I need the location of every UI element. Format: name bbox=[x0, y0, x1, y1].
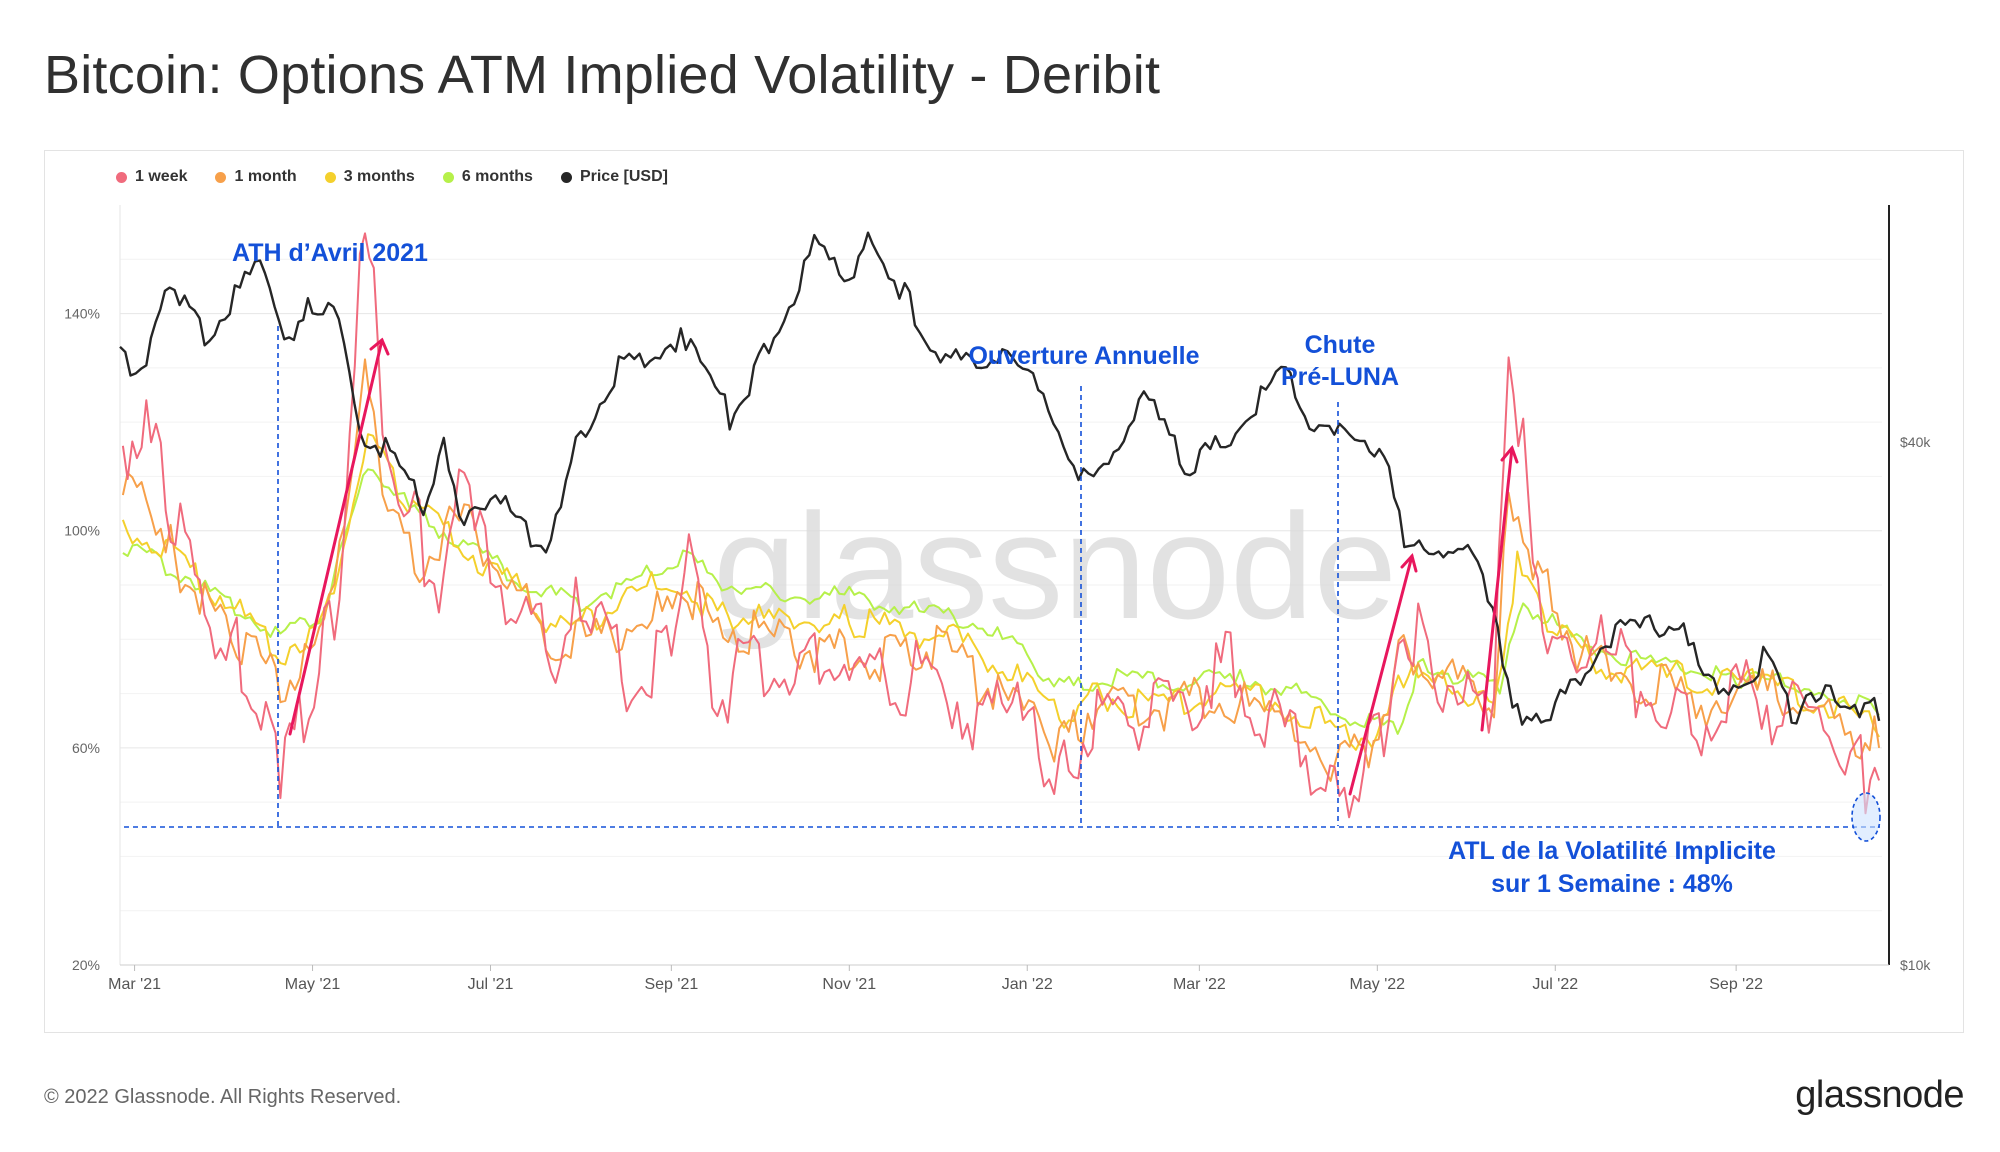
x-tick-label: Jul '21 bbox=[468, 976, 514, 993]
x-axis: Mar '21 May '21 Jul '21 Sep '21 Nov '21 Jan '… bbox=[108, 965, 1763, 993]
x-tick-label: Mar '21 bbox=[108, 976, 161, 993]
legend-item-1-month[interactable]: 1 month bbox=[215, 168, 297, 186]
grid-lines bbox=[119, 205, 1890, 966]
legend-label: 6 months bbox=[461, 168, 533, 185]
brand-logo[interactable]: glassnode bbox=[1795, 1074, 1964, 1116]
series-line-price-usd- bbox=[119, 231, 1881, 726]
legend-label: 1 month bbox=[234, 168, 297, 185]
legend-item-price[interactable]: Price [USD] bbox=[560, 168, 668, 186]
legend-label: 3 months bbox=[343, 168, 415, 185]
y-tick-label: 140% bbox=[64, 306, 100, 322]
arrow-1-head bbox=[369, 337, 390, 356]
series-lines bbox=[119, 231, 1881, 819]
x-tick-label: Nov '21 bbox=[822, 976, 876, 993]
legend-item-3-months[interactable]: 3 months bbox=[324, 168, 415, 186]
annotation-atl-2: sur 1 Semaine : 48% bbox=[1491, 870, 1733, 898]
legend-item-1-week[interactable]: 1 week bbox=[116, 168, 187, 186]
chart-legend: 1 week 1 month 3 months 6 months Price [… bbox=[116, 168, 668, 186]
y-right-tick-label: $10k bbox=[1900, 957, 1931, 973]
legend-label: 1 week bbox=[135, 168, 188, 185]
arrow-3-head bbox=[1500, 445, 1519, 464]
x-tick-label: May '21 bbox=[285, 976, 341, 993]
page-title: Bitcoin: Options ATM Implied Volatility … bbox=[44, 45, 1161, 105]
legend-label: Price [USD] bbox=[579, 168, 668, 185]
legend-dot-icon bbox=[116, 171, 127, 183]
atl-highlight-circle bbox=[1851, 792, 1881, 842]
arrow-1 bbox=[288, 338, 384, 736]
x-tick-label: Jul '22 bbox=[1532, 976, 1578, 993]
annotation-yearly-open: Ouverture Annuelle bbox=[968, 342, 1199, 370]
arrow-2-head bbox=[1400, 552, 1418, 573]
y-tick-label: 20% bbox=[72, 957, 100, 973]
y-tick-label: 60% bbox=[72, 740, 100, 756]
arrows bbox=[288, 337, 1519, 796]
x-tick-label: Sep '22 bbox=[1709, 976, 1763, 993]
legend-dot-icon bbox=[324, 171, 336, 183]
annotations: ATH d’Avril 2021 Ouverture Annuelle Chut… bbox=[124, 239, 1881, 898]
x-tick-label: Jan '22 bbox=[1002, 976, 1053, 993]
x-tick-label: May '22 bbox=[1350, 976, 1406, 993]
copyright-footer: © 2022 Glassnode. All Rights Reserved. bbox=[44, 1086, 402, 1108]
x-tick-label: Mar '22 bbox=[1173, 976, 1226, 993]
legend-item-6-months[interactable]: 6 months bbox=[442, 168, 533, 186]
y-axis-right: $10k $40k bbox=[1900, 434, 1931, 973]
y-axis-left: 20% 60% 100% 140% bbox=[64, 306, 100, 973]
annotation-atl-1: ATL de la Volatilité Implicite bbox=[1448, 837, 1776, 865]
annotation-ath: ATH d’Avril 2021 bbox=[232, 239, 428, 267]
arrow-3 bbox=[1480, 446, 1514, 732]
x-tick-label: Sep '21 bbox=[644, 976, 698, 993]
series-line-1-month bbox=[121, 358, 1881, 782]
arrow-2 bbox=[1348, 554, 1414, 796]
legend-dot-icon bbox=[442, 171, 454, 183]
watermark: glassnode bbox=[713, 482, 1397, 650]
legend-dot-icon bbox=[215, 171, 227, 183]
legend-dot-icon bbox=[560, 171, 572, 183]
y-right-tick-label: $40k bbox=[1900, 434, 1931, 450]
annotation-pre-luna-2: Pré-LUNA bbox=[1281, 363, 1399, 391]
series-line-1-week bbox=[121, 232, 1881, 819]
chart-frame bbox=[44, 150, 1964, 1033]
annotation-pre-luna-1: Chute bbox=[1305, 331, 1376, 359]
y-tick-label: 100% bbox=[64, 523, 100, 539]
